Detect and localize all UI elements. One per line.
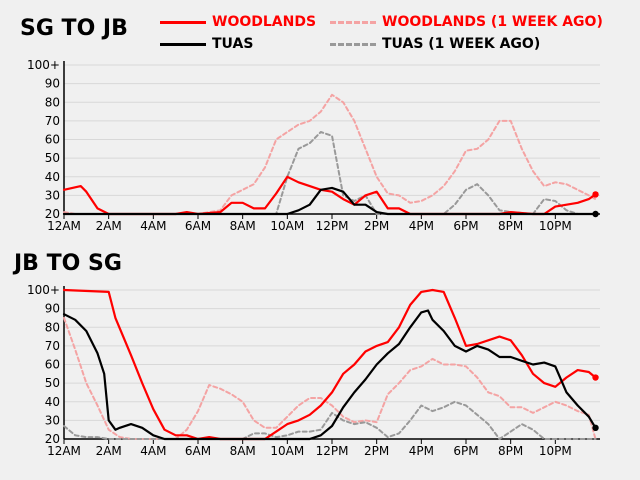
x-tick-label: 6AM <box>185 219 211 233</box>
x-tick-label: 10AM <box>270 219 304 233</box>
y-tick-label: 40 <box>45 395 60 409</box>
legend: WOODLANDS WOODLANDS (1 WEEK AGO) TUAS TU… <box>160 12 630 56</box>
series-end-point-tuas <box>592 210 599 218</box>
x-tick-label: 4AM <box>140 219 166 233</box>
x-tick-label: 12AM <box>47 444 81 458</box>
y-tick-label: 90 <box>45 77 60 91</box>
y-tick-label: 50 <box>45 376 60 390</box>
x-tick-label: 4PM <box>409 219 434 233</box>
y-tick-label: 30 <box>45 188 60 202</box>
y-tick-label: 50 <box>45 151 60 165</box>
x-tick-label: 4PM <box>409 444 434 458</box>
legend-woodlands-1-week-ago: WOODLANDS (1 WEEK AGO) <box>330 14 603 30</box>
x-tick-label: 12PM <box>316 444 349 458</box>
legend-swatch-tuas-1-week-ago <box>330 42 376 46</box>
series-line-tuas-1-week-ago <box>63 400 597 440</box>
legend-woodlands: WOODLANDS <box>160 14 316 30</box>
series-end-point-woodlands <box>592 191 599 198</box>
x-tick-label: 12PM <box>316 219 349 233</box>
jb-to-sg-chart: 20 30 40 50 60 70 80 90 100+ 12AM 2AM 4AM 6AM 8AM 10AM… <box>27 283 600 458</box>
y-tick-label: 30 <box>45 413 60 427</box>
legend-label-tuas: TUAS <box>212 36 254 52</box>
series-end-point-woodlands <box>592 374 599 381</box>
x-tick-label: 2PM <box>364 444 389 458</box>
x-tick-label: 8PM <box>498 219 523 233</box>
jb-to-sg-title: JB TO SG <box>14 251 122 276</box>
x-tick-label: 8PM <box>498 444 523 458</box>
series-line-woodlands-1-week-ago <box>63 93 597 215</box>
y-tick-label: 20 <box>45 207 60 221</box>
series-end-point-tuas <box>592 424 599 432</box>
y-tick-label: 40 <box>45 170 60 184</box>
y-tick-label: 80 <box>45 320 60 334</box>
series-line-tuas <box>62 309 597 441</box>
x-tick-label: 4AM <box>140 444 166 458</box>
legend-tuas-1-week-ago: TUAS (1 WEEK AGO) <box>330 36 540 52</box>
legend-tuas: TUAS <box>160 36 253 52</box>
legend-swatch-woodlands-1-week-ago <box>330 20 376 24</box>
y-tick-label: 70 <box>45 114 60 128</box>
y-tick-label: 90 <box>45 302 60 316</box>
sg-to-jb-chart: 20 30 40 50 60 70 80 90 100+ 12AM 2AM 4AM 6AM 8AM 10AM… <box>27 58 600 233</box>
x-tick-label: 2PM <box>364 219 389 233</box>
legend-swatch-woodlands <box>160 20 206 24</box>
x-tick-label: 8AM <box>230 444 256 458</box>
legend-label-woodlands: WOODLANDS <box>212 14 317 30</box>
legend-label-tuas-1-week-ago: TUAS (1 WEEK AGO) <box>382 36 541 52</box>
x-tick-label: 10PM <box>539 444 572 458</box>
y-tick-label: 60 <box>45 133 60 147</box>
legend-swatch-tuas <box>160 42 206 46</box>
x-tick-label: 2AM <box>96 444 122 458</box>
y-tick-label: 60 <box>45 358 60 372</box>
series-line-woodlands <box>62 288 597 441</box>
x-tick-label: 10PM <box>539 219 572 233</box>
y-tick-label: 20 <box>45 432 60 446</box>
x-tick-label: 12AM <box>47 219 81 233</box>
y-tick-label: 80 <box>45 95 60 109</box>
x-tick-label: 2AM <box>96 219 122 233</box>
series-line-tuas-1-week-ago <box>63 131 597 215</box>
sg-to-jb-title: SG TO JB <box>20 16 128 41</box>
x-tick-label: 10AM <box>270 444 304 458</box>
legend-label-woodlands-1-week-ago: WOODLANDS (1 WEEK AGO) <box>382 14 603 30</box>
x-tick-label: 6PM <box>453 444 478 458</box>
y-tick-label: 70 <box>45 339 60 353</box>
x-tick-label: 8AM <box>230 219 256 233</box>
y-tick-label: 100+ <box>27 58 60 72</box>
x-tick-label: 6PM <box>453 219 478 233</box>
series-line-tuas <box>62 186 597 216</box>
y-tick-label: 100+ <box>27 283 60 297</box>
x-tick-label: 6AM <box>185 444 211 458</box>
